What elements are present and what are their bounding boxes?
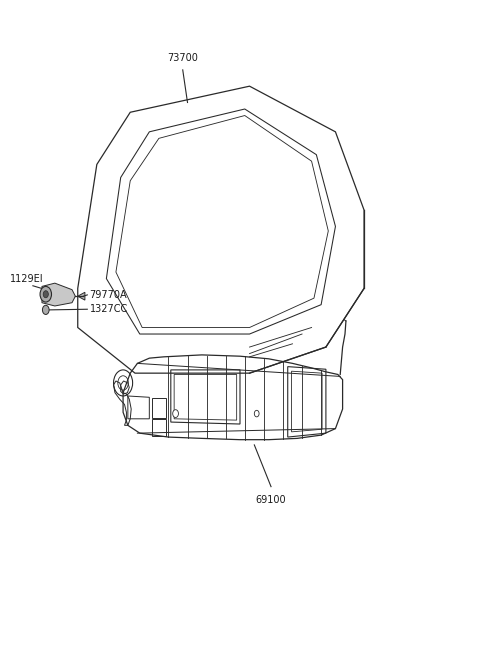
Text: 79770A: 79770A	[90, 290, 127, 300]
Circle shape	[42, 305, 49, 314]
Text: 73700: 73700	[168, 53, 198, 64]
Circle shape	[43, 291, 48, 298]
Circle shape	[173, 409, 179, 417]
Circle shape	[254, 410, 259, 417]
Text: 69100: 69100	[256, 495, 287, 505]
Polygon shape	[42, 283, 75, 306]
Circle shape	[40, 286, 51, 302]
Text: 1327CC: 1327CC	[90, 304, 128, 314]
Polygon shape	[78, 292, 85, 300]
Text: 1129EI: 1129EI	[10, 274, 44, 284]
